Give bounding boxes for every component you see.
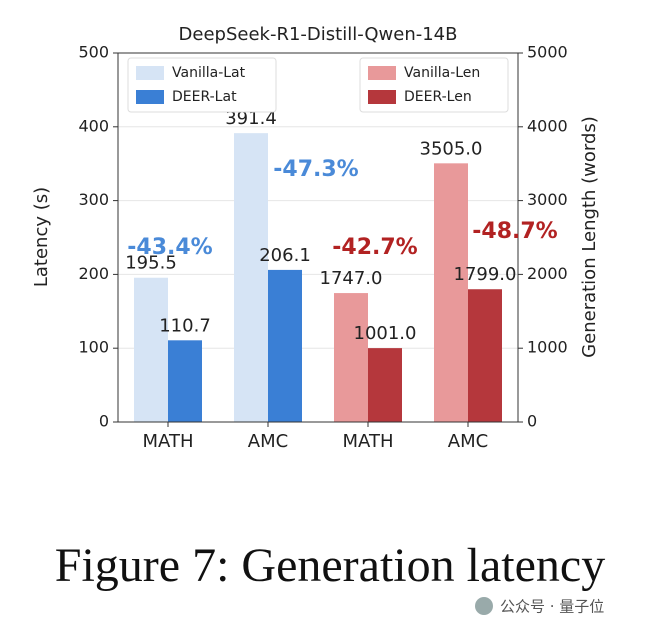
bar — [134, 277, 168, 422]
bar — [168, 340, 202, 422]
y-tick-label: 100 — [78, 338, 109, 357]
bar — [334, 293, 368, 422]
bar — [268, 269, 302, 422]
bar — [234, 133, 268, 423]
annotation: -48.7% — [472, 219, 557, 244]
x-tick-label: AMC — [248, 431, 288, 452]
annotation: -43.4% — [127, 235, 212, 260]
watermark: 公众号 · 量子位 — [500, 598, 604, 616]
bar — [434, 163, 468, 422]
y2-tick-label: 5000 — [527, 43, 568, 62]
y-tick-label: 300 — [78, 190, 109, 209]
legend-label: Vanilla-Len — [404, 65, 480, 81]
y2-tick-label: 2000 — [527, 264, 568, 283]
value-label: 1001.0 — [354, 323, 417, 344]
bar — [368, 348, 402, 422]
value-label: 391.4 — [225, 108, 277, 129]
value-label: 195.5 — [125, 253, 177, 274]
legend-box — [127, 57, 277, 113]
legend-swatch — [368, 66, 396, 80]
y2-tick-label: 4000 — [527, 116, 568, 135]
y-tick-label: 500 — [78, 43, 109, 62]
caption: Figure 7: Generation latency — [55, 539, 605, 592]
legend-label: DEER-Lat — [172, 89, 237, 105]
chart-title: DeepSeek-R1-Distill-Qwen-14B — [179, 24, 458, 45]
annotation: -47.3% — [273, 157, 358, 182]
bar — [468, 289, 502, 422]
annotation: -42.7% — [332, 235, 417, 260]
value-label: 206.1 — [259, 245, 311, 266]
legend-swatch — [368, 90, 396, 104]
watermark-icon — [475, 597, 493, 615]
value-label: 110.7 — [159, 315, 211, 336]
y2-axis-label: Generation Length (words) — [579, 116, 600, 358]
value-label: 1799.0 — [454, 264, 517, 285]
legend-label: Vanilla-Lat — [172, 65, 246, 81]
legend-label: DEER-Len — [404, 89, 472, 105]
legend-swatch — [136, 66, 164, 80]
y-axis-label: Latency (s) — [31, 187, 52, 287]
x-tick-label: AMC — [448, 431, 488, 452]
y2-tick-label: 0 — [527, 412, 537, 431]
x-tick-label: MATH — [143, 431, 194, 452]
y-tick-label: 200 — [78, 264, 109, 283]
legend-swatch — [136, 90, 164, 104]
y-tick-label: 0 — [99, 412, 109, 431]
y2-tick-label: 1000 — [527, 338, 568, 357]
value-label: 1747.0 — [320, 268, 383, 289]
y-tick-label: 400 — [78, 116, 109, 135]
y2-tick-label: 3000 — [527, 190, 568, 209]
value-label: 3505.0 — [420, 138, 483, 159]
x-tick-label: MATH — [343, 431, 394, 452]
legend-box — [359, 57, 509, 113]
